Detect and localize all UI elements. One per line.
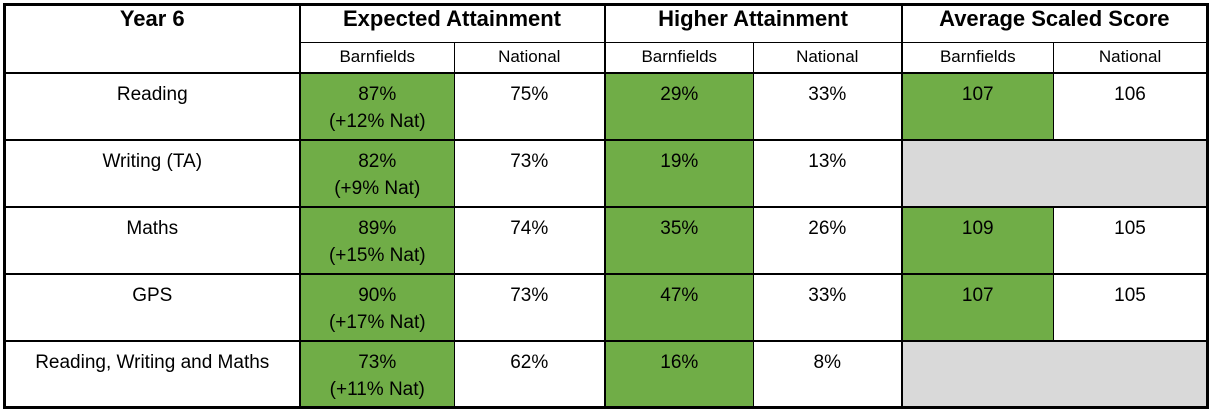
subheader-higher-barnfields: Barnfields xyxy=(603,42,755,74)
scaled-national-cell: 105 xyxy=(1053,272,1209,342)
expected-national-cell: 75% xyxy=(453,71,606,141)
year6-attainment-table: Year 6 Expected Attainment Higher Attain… xyxy=(3,3,1210,409)
corner-header-year6: Year 6 xyxy=(4,4,300,73)
higher-national-cell: 26% xyxy=(753,205,903,275)
subheader-scaled-barnfields: Barnfields xyxy=(900,42,1055,74)
table-row-maths: Maths 89% (+15% Nat) 74% 35% 26% 109 105 xyxy=(4,205,1209,275)
scaled-score-na-cell xyxy=(900,339,1209,409)
group-header-average-scaled-score: Average Scaled Score xyxy=(900,4,1209,43)
expected-national-cell: 74% xyxy=(453,205,606,275)
higher-barnfields-cell: 29% xyxy=(603,71,755,141)
cell-note: (+9% Nat) xyxy=(334,177,421,199)
higher-barnfields-cell: 16% xyxy=(603,339,755,409)
subject-label: Reading xyxy=(4,71,300,141)
cell-value: 90% xyxy=(358,284,397,306)
expected-barnfields-cell: 90% (+17% Nat) xyxy=(298,272,455,342)
expected-national-cell: 73% xyxy=(453,138,606,208)
higher-barnfields-cell: 35% xyxy=(603,205,755,275)
subheader-scaled-national: National xyxy=(1053,42,1209,74)
scaled-score-na-cell xyxy=(900,138,1209,208)
cell-value: 73% xyxy=(358,351,397,373)
expected-barnfields-cell: 82% (+9% Nat) xyxy=(298,138,455,208)
subject-label: Maths xyxy=(4,205,300,275)
table-row-gps: GPS 90% (+17% Nat) 73% 47% 33% 107 105 xyxy=(4,272,1209,342)
cell-value: 82% xyxy=(358,150,397,172)
scaled-barnfields-cell: 109 xyxy=(900,205,1055,275)
expected-barnfields-cell: 89% (+15% Nat) xyxy=(298,205,455,275)
higher-national-cell: 13% xyxy=(753,138,903,208)
attainment-table-container: Year 6 Expected Attainment Higher Attain… xyxy=(3,3,1210,409)
higher-national-cell: 33% xyxy=(753,272,903,342)
subject-label: Reading, Writing and Maths xyxy=(4,339,300,409)
group-header-expected-attainment: Expected Attainment xyxy=(298,4,606,43)
cell-value: 89% xyxy=(358,217,397,239)
subject-label: GPS xyxy=(4,272,300,342)
cell-note: (+17% Nat) xyxy=(328,311,426,333)
scaled-barnfields-cell: 107 xyxy=(900,272,1055,342)
subject-label: Writing (TA) xyxy=(4,138,300,208)
subheader-higher-national: National xyxy=(753,42,903,74)
scaled-national-cell: 105 xyxy=(1053,205,1209,275)
expected-national-cell: 62% xyxy=(453,339,606,409)
expected-national-cell: 73% xyxy=(453,272,606,342)
group-header-higher-attainment: Higher Attainment xyxy=(603,4,903,43)
higher-national-cell: 8% xyxy=(753,339,903,409)
table-row-writing-ta: Writing (TA) 82% (+9% Nat) 73% 19% 13% xyxy=(4,138,1209,208)
cell-note: (+11% Nat) xyxy=(329,378,425,400)
higher-barnfields-cell: 47% xyxy=(603,272,755,342)
table-row-reading: Reading 87% (+12% Nat) 75% 29% 33% 107 1… xyxy=(4,71,1209,141)
higher-national-cell: 33% xyxy=(753,71,903,141)
cell-note: (+15% Nat) xyxy=(328,244,426,266)
table-row-reading-writing-maths: Reading, Writing and Maths 73% (+11% Nat… xyxy=(4,339,1209,409)
expected-barnfields-cell: 73% (+11% Nat) xyxy=(298,339,455,409)
expected-barnfields-cell: 87% (+12% Nat) xyxy=(298,71,455,141)
cell-note: (+12% Nat) xyxy=(328,110,426,132)
cell-value: 87% xyxy=(358,83,397,105)
subheader-expected-barnfields: Barnfields xyxy=(298,42,455,74)
higher-barnfields-cell: 19% xyxy=(603,138,755,208)
scaled-national-cell: 106 xyxy=(1053,71,1209,141)
subheader-expected-national: National xyxy=(453,42,606,74)
scaled-barnfields-cell: 107 xyxy=(900,71,1055,141)
